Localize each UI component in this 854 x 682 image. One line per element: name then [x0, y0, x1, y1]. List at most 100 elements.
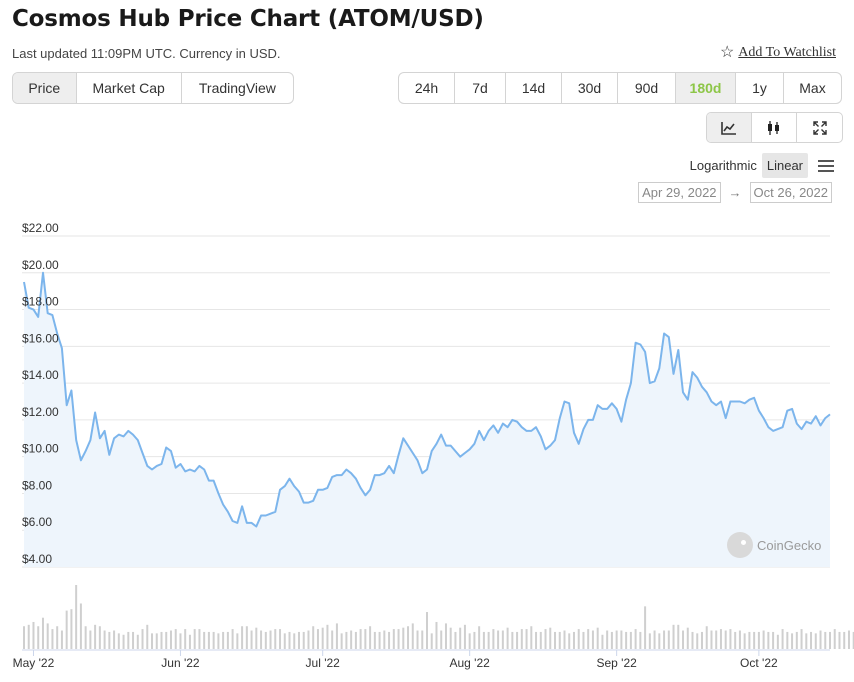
- volume-bar: [572, 631, 575, 649]
- y-tick-label: $6.00: [22, 515, 52, 529]
- range-24h[interactable]: 24h: [399, 73, 455, 103]
- volume-bar: [321, 627, 324, 649]
- volume-bar: [174, 629, 177, 649]
- volume-bar: [340, 633, 343, 649]
- range-max[interactable]: Max: [799, 80, 826, 96]
- range-180d[interactable]: 180d: [676, 73, 736, 103]
- volume-bar: [700, 631, 703, 649]
- fullscreen-icon[interactable]: [797, 113, 842, 142]
- volume-bar: [449, 627, 452, 649]
- volume-bar: [672, 624, 675, 649]
- volume-bar: [397, 629, 400, 649]
- volume-bar: [37, 626, 40, 649]
- volume-bar: [724, 630, 727, 649]
- volume-bar: [312, 626, 315, 649]
- volume-bar: [32, 621, 35, 649]
- range-7d[interactable]: 7d: [455, 73, 506, 103]
- volume-bar: [478, 626, 481, 649]
- volume-bar: [51, 629, 54, 649]
- line-chart-icon[interactable]: [707, 113, 752, 142]
- range-14d[interactable]: 14d: [506, 73, 562, 103]
- volume-bar: [231, 629, 234, 649]
- volume-bar: [639, 631, 642, 649]
- volume-bar: [160, 631, 163, 649]
- add-to-watchlist-link[interactable]: ☆ Add To Watchlist: [720, 45, 836, 61]
- volume-bar: [255, 627, 258, 649]
- volume-bar: [501, 630, 504, 649]
- volume-bar: [634, 629, 637, 649]
- volume-bar: [203, 631, 206, 649]
- tab-price[interactable]: Price: [13, 73, 77, 103]
- tab-tradingview[interactable]: TradingView: [198, 80, 276, 96]
- volume-bar: [416, 630, 419, 649]
- page-title: Cosmos Hub Price Chart (ATOM/USD): [12, 6, 484, 32]
- volume-bar: [297, 631, 300, 649]
- range-1y[interactable]: 1y: [736, 73, 784, 103]
- volume-bar: [463, 624, 466, 649]
- volume-bar: [506, 627, 509, 649]
- volume-bar: [753, 631, 756, 649]
- date-from-input[interactable]: Apr 29, 2022: [638, 182, 721, 203]
- candlestick-icon[interactable]: [752, 113, 797, 142]
- volume-bar: [222, 631, 225, 649]
- volume-bar: [132, 631, 135, 649]
- y-tick-label: $14.00: [22, 368, 59, 382]
- volume-bar: [734, 631, 737, 649]
- range-90d[interactable]: 90d: [618, 73, 676, 103]
- volume-bar: [60, 630, 63, 649]
- volume-bar: [94, 624, 97, 649]
- scale-linear[interactable]: Linear: [761, 153, 808, 178]
- volume-bar: [283, 633, 286, 649]
- coingecko-watermark: CoinGecko: [727, 532, 821, 558]
- y-tick-label: $12.00: [22, 405, 59, 419]
- volume-bar: [454, 631, 457, 649]
- volume-bar: [568, 633, 571, 649]
- price-area: [24, 272, 830, 567]
- volume-bar: [122, 634, 125, 649]
- volume-bar: [511, 631, 514, 649]
- volume-bar: [772, 631, 775, 649]
- chart-type-toggle: [706, 112, 843, 143]
- volume-bar: [525, 629, 528, 649]
- volume-bar: [335, 623, 338, 649]
- date-to-input[interactable]: Oct 26, 2022: [749, 182, 832, 203]
- coingecko-logo-icon: [727, 532, 753, 558]
- volume-bar: [667, 630, 670, 649]
- volume-bar: [653, 630, 656, 649]
- volume-bar: [75, 585, 78, 649]
- volume-bar: [791, 633, 794, 649]
- volume-bar: [743, 633, 746, 649]
- volume-bar: [56, 626, 59, 649]
- volume-bar: [113, 630, 116, 649]
- tab-market-cap[interactable]: Market Cap: [77, 73, 182, 103]
- volume-bar: [151, 633, 154, 649]
- volume-bar: [188, 634, 191, 649]
- volume-bar: [459, 627, 462, 649]
- scale-logarithmic[interactable]: Logarithmic: [689, 158, 757, 173]
- volume-bar: [388, 631, 391, 649]
- volume-bar: [738, 630, 741, 649]
- volume-bar: [686, 627, 689, 649]
- hamburger-menu-icon[interactable]: [818, 159, 834, 172]
- volume-bar: [776, 634, 779, 649]
- volume-bar: [236, 633, 239, 649]
- volume-bar: [369, 626, 372, 649]
- volume-bar: [658, 633, 661, 649]
- range-30d[interactable]: 30d: [562, 73, 618, 103]
- volume-bar: [184, 629, 187, 649]
- watchlist-label: Add To Watchlist: [738, 45, 836, 60]
- volume-bar: [440, 630, 443, 649]
- volume-bar: [155, 633, 158, 649]
- volume-bar: [710, 630, 713, 649]
- volume-bar: [663, 630, 666, 649]
- volume-bar: [207, 631, 210, 649]
- volume-bar: [198, 629, 201, 649]
- volume-bar: [250, 630, 253, 649]
- volume-bar: [814, 633, 817, 649]
- volume-bar: [98, 626, 101, 649]
- scale-toggle: Logarithmic Linear: [685, 153, 834, 178]
- volume-bar: [350, 630, 353, 649]
- volume-bar: [554, 631, 557, 649]
- volume-bar: [520, 629, 523, 649]
- volume-bar: [549, 627, 552, 649]
